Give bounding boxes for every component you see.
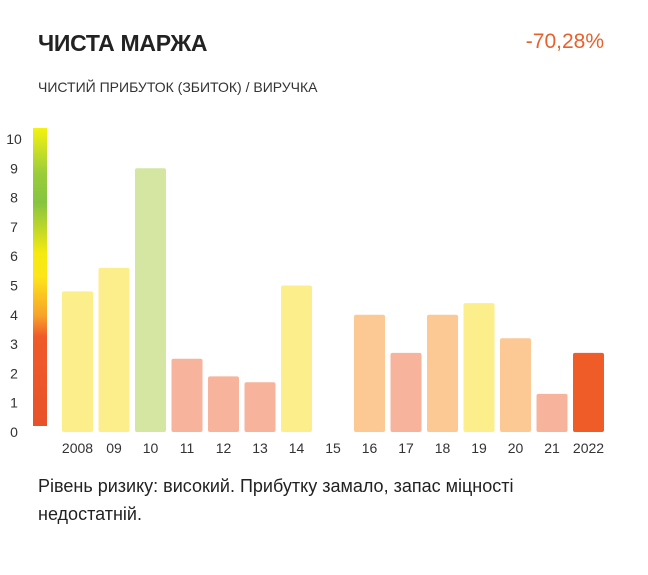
y-tick-label: 1 <box>10 395 18 411</box>
x-tick-label: 20 <box>508 440 524 456</box>
risk-note: Рівень ризику: високий. Прибутку замало,… <box>38 476 514 524</box>
y-tick-label: 2 <box>10 365 18 381</box>
x-tick-label: 16 <box>362 440 378 456</box>
bar-2022[interactable] <box>573 352 604 432</box>
y-tick-label: 8 <box>10 190 18 206</box>
bar-14[interactable] <box>281 285 312 433</box>
risk-scale-bar <box>33 128 47 426</box>
x-tick-label: 14 <box>289 440 305 456</box>
bar-11[interactable] <box>171 358 203 432</box>
y-tick-label: 10 <box>6 131 22 147</box>
chart-title: ЧИСТА МАРЖА <box>38 30 208 56</box>
bar-16[interactable] <box>354 314 385 432</box>
x-tick-label: 19 <box>471 440 487 456</box>
y-tick-label: 9 <box>10 160 18 176</box>
bar-18[interactable] <box>427 314 458 432</box>
bar-12[interactable] <box>208 376 239 432</box>
bar-20[interactable] <box>500 338 531 432</box>
x-tick-label: 15 <box>325 440 341 456</box>
chart-subtitle: ЧИСТИЙ ПРИБУТОК (ЗБИТОК) / ВИРУЧКА <box>38 79 318 95</box>
x-tick-label: 2008 <box>62 440 93 456</box>
bar-13[interactable] <box>244 382 276 432</box>
bar-21[interactable] <box>536 393 568 432</box>
x-tick-label: 17 <box>398 440 414 456</box>
x-tick-label: 18 <box>435 440 451 456</box>
y-tick-label: 6 <box>10 248 18 264</box>
x-tick-label: 12 <box>216 440 232 456</box>
y-tick-label: 5 <box>10 278 18 294</box>
x-tick-label: 11 <box>180 440 195 456</box>
y-tick-label: 4 <box>10 307 18 323</box>
x-tick-label: 21 <box>544 440 560 456</box>
x-tick-label: 13 <box>252 440 268 456</box>
current-value: -70,28% <box>525 30 604 53</box>
y-tick-label: 7 <box>10 219 18 235</box>
y-tick-label: 3 <box>10 336 18 352</box>
bar-10[interactable] <box>135 168 166 433</box>
x-tick-label: 2022 <box>573 440 604 456</box>
bar-09[interactable] <box>98 267 130 432</box>
x-tick-label: 10 <box>143 440 159 456</box>
x-tick-label: 09 <box>106 440 122 456</box>
bar-17[interactable] <box>390 352 422 432</box>
bar-2008[interactable] <box>62 291 93 432</box>
bar-19[interactable] <box>463 303 495 432</box>
y-tick-label: 0 <box>10 424 18 440</box>
